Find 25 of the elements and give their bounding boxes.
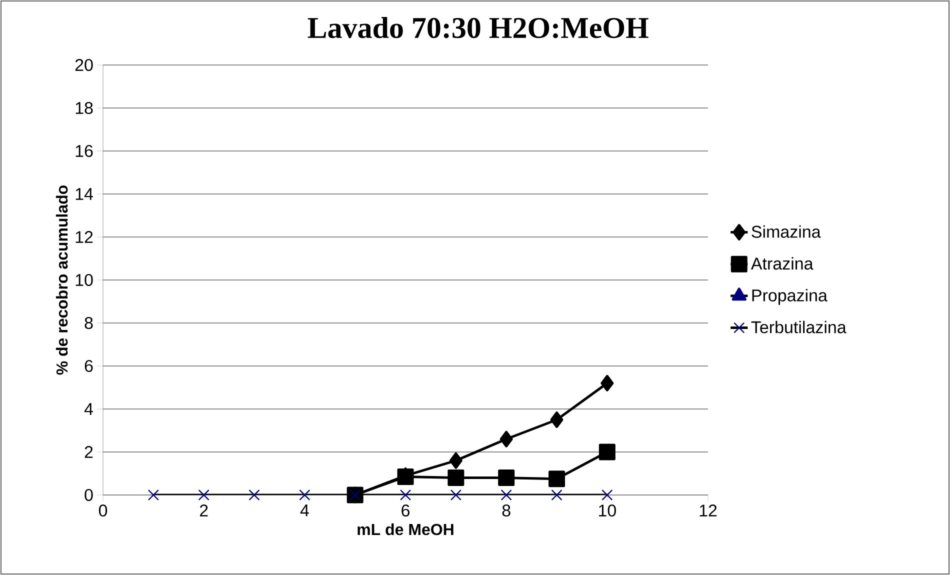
y-tick-label: 16 bbox=[76, 144, 93, 158]
x-tick-label: 8 bbox=[502, 504, 510, 517]
legend-label: Simazina bbox=[752, 225, 821, 238]
x-tick-label: 0 bbox=[98, 504, 108, 517]
legend-label: Terbutilazina bbox=[751, 320, 846, 334]
y-tick-label: 18 bbox=[76, 102, 93, 114]
x-tick-label: 6 bbox=[402, 504, 410, 517]
legend-label: Atrazina bbox=[750, 257, 814, 270]
y-tick-label: 10 bbox=[76, 274, 93, 286]
y-tick-label: 4 bbox=[84, 403, 93, 415]
y-tick-label: 2 bbox=[84, 446, 93, 458]
x-tick-label: 12 bbox=[700, 504, 717, 516]
x-tick-label: 2 bbox=[200, 504, 208, 516]
y-tick-label: 14 bbox=[76, 188, 93, 200]
x-tick-label: 10 bbox=[599, 504, 616, 517]
legend-label: Propazina bbox=[752, 288, 828, 305]
x-axis-title: mL de MeOH bbox=[358, 523, 454, 536]
y-tick-label: 20 bbox=[75, 58, 93, 72]
y-tick-label: 0 bbox=[84, 488, 93, 502]
y-axis-title: % de recobro acumulado bbox=[56, 186, 68, 375]
y-tick-label: 12 bbox=[76, 231, 93, 243]
y-tick-label: 6 bbox=[84, 360, 93, 372]
y-tick-label: 8 bbox=[84, 316, 93, 330]
x-tick-label: 4 bbox=[300, 504, 309, 516]
chart-title: Lavado 70:30 H2O:MeOH bbox=[308, 17, 648, 38]
